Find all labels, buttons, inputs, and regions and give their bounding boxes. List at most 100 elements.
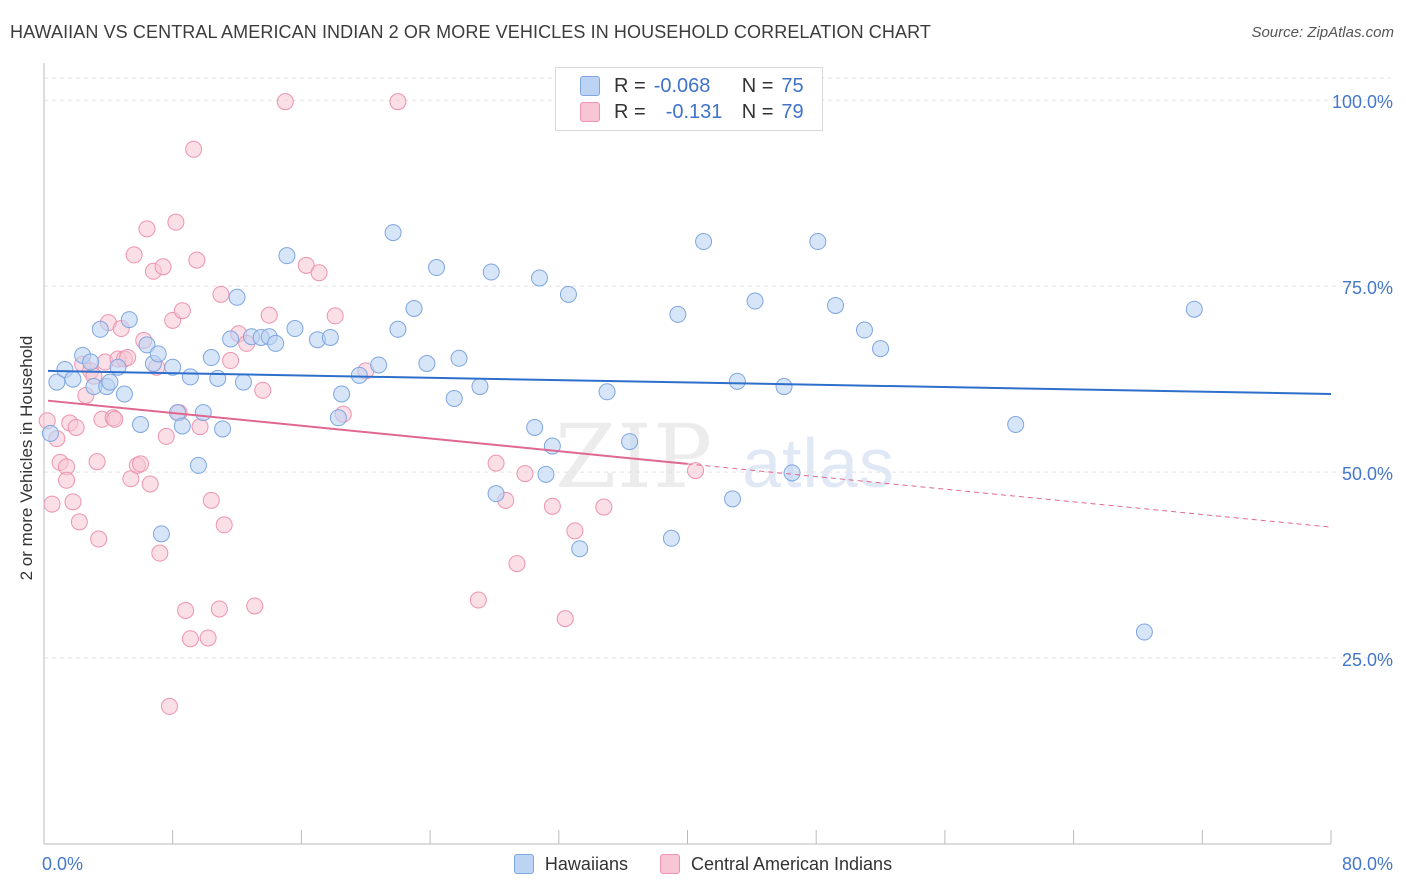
data-point-hawaiians — [428, 259, 446, 277]
data-point-central-american-indians — [125, 246, 143, 264]
series-legend: Hawaiians Central American Indians — [0, 851, 1406, 877]
data-point-hawaiians — [1185, 300, 1203, 318]
data-point-hawaiians — [41, 424, 59, 442]
legend-r-label: R = — [614, 100, 646, 123]
data-point-central-american-indians — [254, 381, 272, 399]
data-point-hawaiians — [728, 372, 746, 390]
data-point-hawaiians — [189, 456, 207, 474]
data-point-hawaiians — [82, 353, 100, 371]
data-point-hawaiians — [228, 288, 246, 306]
data-point-hawaiians — [214, 420, 232, 438]
legend-item-central-american-indians: Central American Indians — [659, 854, 892, 875]
data-point-hawaiians — [234, 373, 252, 391]
watermark-atlas: atlas — [742, 424, 895, 502]
y-tick-label: 50.0% — [1342, 464, 1393, 484]
data-point-hawaiians — [1007, 415, 1025, 433]
data-point-central-american-indians — [151, 544, 169, 562]
trend-lines — [47, 369, 1332, 528]
data-point-hawaiians — [783, 464, 801, 482]
data-point-hawaiians — [115, 385, 133, 403]
watermark: ZIP atlas — [555, 405, 895, 508]
data-point-hawaiians — [482, 263, 500, 281]
data-point-hawaiians — [91, 320, 109, 338]
data-point-hawaiians — [120, 311, 138, 329]
data-point-hawaiians — [286, 320, 304, 338]
data-point-central-american-indians — [297, 256, 315, 274]
data-point-hawaiians — [194, 404, 212, 422]
data-point-hawaiians — [537, 465, 555, 483]
data-point-hawaiians — [152, 525, 170, 543]
data-point-hawaiians — [571, 540, 589, 558]
data-point-hawaiians — [164, 358, 182, 376]
data-point-central-american-indians — [199, 629, 217, 647]
data-point-hawaiians — [222, 330, 240, 348]
data-point-central-american-indians — [487, 454, 505, 472]
data-point-central-american-indians — [202, 491, 220, 509]
legend-r-value-central-american-indians: -0.131 — [665, 100, 723, 123]
data-point-hawaiians — [173, 417, 191, 435]
data-point-hawaiians — [872, 340, 890, 358]
data-point-hawaiians — [64, 370, 82, 388]
data-point-hawaiians — [132, 415, 150, 433]
data-point-hawaiians — [278, 247, 296, 265]
data-point-central-american-indians — [157, 427, 175, 445]
legend-label-hawaiians: Hawaiians — [544, 853, 628, 874]
data-point-central-american-indians — [188, 251, 206, 269]
data-point-hawaiians — [855, 321, 873, 339]
data-point-central-american-indians — [687, 462, 705, 480]
data-point-hawaiians — [418, 354, 436, 372]
axes — [43, 63, 1332, 845]
data-point-hawaiians — [1135, 623, 1153, 641]
data-point-hawaiians — [487, 485, 505, 503]
data-point-central-american-indians — [173, 302, 191, 320]
data-point-central-american-indians — [43, 495, 61, 513]
data-point-central-american-indians — [543, 497, 561, 515]
trend-line-hawaiians — [47, 369, 1332, 395]
data-point-central-american-indians — [212, 285, 230, 303]
data-point-hawaiians — [101, 373, 119, 391]
data-point-hawaiians — [149, 345, 167, 363]
series-hawaiians-points — [41, 224, 1203, 641]
legend-swatch-pink — [659, 854, 680, 874]
legend-r-value-hawaiians: -0.068 — [653, 74, 711, 97]
data-point-central-american-indians — [181, 630, 199, 648]
data-point-hawaiians — [559, 285, 577, 303]
data-point-hawaiians — [724, 490, 742, 508]
data-point-central-american-indians — [167, 213, 185, 231]
legend-n-value-central-american-indians: 79 — [781, 100, 804, 123]
grid-lines — [44, 77, 1391, 659]
trend-line-central-american-indians — [47, 399, 688, 465]
data-point-central-american-indians — [276, 93, 294, 111]
stats-legend: R = -0.068 N = 75 R = -0.131 N = 79 — [555, 67, 823, 131]
data-point-central-american-indians — [595, 498, 613, 516]
data-point-central-american-indians — [246, 597, 264, 615]
legend-swatch-blue — [580, 76, 600, 96]
data-point-hawaiians — [526, 418, 544, 436]
data-point-central-american-indians — [326, 307, 344, 325]
data-point-hawaiians — [662, 529, 680, 547]
data-point-hawaiians — [598, 383, 616, 401]
data-point-hawaiians — [809, 233, 827, 251]
data-point-central-american-indians — [191, 418, 209, 436]
data-point-central-american-indians — [160, 697, 178, 715]
data-point-hawaiians — [669, 305, 687, 323]
data-point-hawaiians — [405, 299, 423, 317]
tick-labels: 25.0% 50.0% 75.0% 100.0% 0.0% 80.0% — [42, 92, 1393, 874]
data-point-hawaiians — [389, 320, 407, 338]
source-label: Source: ZipAtlas.com — [1251, 24, 1394, 41]
data-point-central-american-indians — [310, 264, 328, 282]
data-point-central-american-indians — [389, 93, 407, 111]
data-point-hawaiians — [48, 373, 66, 391]
data-point-hawaiians — [530, 269, 548, 287]
data-point-central-american-indians — [88, 453, 106, 471]
legend-row-central-american-indians: R = -0.131 N = 79 — [580, 99, 804, 125]
legend-item-hawaiians: Hawaiians — [513, 853, 628, 875]
data-point-central-american-indians — [469, 591, 487, 609]
data-point-central-american-indians — [106, 410, 124, 428]
data-point-central-american-indians — [90, 530, 108, 548]
data-point-central-american-indians — [215, 516, 233, 534]
data-point-central-american-indians — [566, 522, 584, 540]
data-point-hawaiians — [370, 356, 388, 374]
legend-row-hawaiians: R = -0.068 N = 75 — [580, 73, 804, 99]
data-point-central-american-indians — [67, 418, 85, 436]
